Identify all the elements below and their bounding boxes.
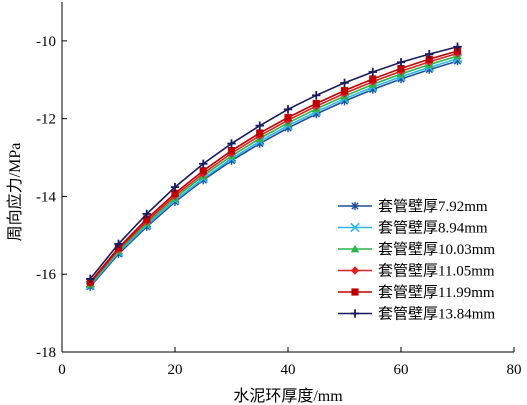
series-line — [89, 55, 458, 285]
y-tick-label: -18 — [36, 345, 56, 361]
data-point — [369, 75, 377, 83]
y-tick-label: -10 — [36, 34, 56, 50]
data-point — [256, 129, 264, 137]
data-point — [396, 58, 406, 67]
data-point — [143, 215, 151, 223]
data-point — [142, 209, 151, 219]
legend-item-1: 套管壁厚7.92mm — [338, 198, 488, 215]
series-line — [89, 52, 458, 284]
data-point — [255, 121, 264, 130]
legend-item-4: 套管壁厚11.05mm — [338, 263, 495, 280]
legend-marker — [350, 201, 360, 211]
legend-item-6: 套管壁厚13.84mm — [338, 306, 495, 323]
legend-marker — [350, 309, 360, 318]
x-tick-label: 20 — [168, 362, 183, 378]
legend-marker — [351, 288, 359, 296]
y-tick-label: -16 — [36, 267, 56, 283]
series-line — [89, 60, 458, 288]
y-axis-title: 周向应力/MPa — [5, 143, 24, 242]
legend: 套管壁厚7.92mm 套管壁厚8.94mm 套管壁厚10.03mm 套管壁厚11.05… — [338, 198, 495, 323]
x-tick-label: 40 — [281, 362, 296, 378]
data-point — [199, 167, 207, 175]
series-line — [89, 58, 458, 287]
series-6 — [86, 42, 462, 284]
data-point — [425, 49, 434, 59]
x-tick-label: 0 — [58, 362, 66, 378]
data-point — [227, 146, 236, 155]
data-point — [284, 113, 292, 122]
legend-marker — [350, 266, 360, 275]
data-point — [340, 78, 349, 88]
plot-area — [85, 42, 463, 291]
x-axis-title: 水泥环厚度/mm — [233, 387, 343, 405]
axes: 0 20 40 60 80 -18 -16 -14 -12 -10 — [36, 2, 522, 378]
data-point — [114, 239, 123, 249]
legend-label: 套管壁厚11.99mm — [378, 284, 495, 301]
data-point — [227, 139, 236, 148]
legend-item-2: 套管壁厚8.94mm — [338, 220, 488, 237]
legend-label: 套管壁厚10.03mm — [378, 241, 495, 258]
legend-label: 套管壁厚13.84mm — [378, 306, 495, 323]
data-point — [453, 47, 462, 55]
data-point — [453, 42, 462, 51]
data-point — [171, 189, 179, 197]
series-line — [89, 50, 458, 283]
data-point — [199, 159, 208, 168]
data-point — [86, 274, 95, 284]
legend-marker — [350, 244, 360, 253]
legend-label: 套管壁厚8.94mm — [378, 220, 488, 237]
data-point — [312, 91, 321, 100]
x-tick-label: 60 — [394, 362, 409, 378]
data-point — [397, 64, 405, 73]
legend-label: 套管壁厚7.92mm — [378, 198, 488, 215]
series-line — [89, 45, 458, 280]
data-point — [340, 87, 349, 95]
y-tick-label: -12 — [36, 112, 56, 128]
data-point — [283, 105, 293, 114]
legend-label: 套管壁厚11.05mm — [378, 263, 495, 280]
data-point — [170, 182, 180, 192]
data-point — [425, 55, 433, 63]
legend-marker — [350, 222, 360, 233]
x-tick-label: 80 — [507, 362, 522, 378]
y-tick-label: -14 — [36, 189, 56, 205]
legend-item-3: 套管壁厚10.03mm — [338, 241, 495, 258]
series-5 — [86, 47, 462, 286]
legend-item-5: 套管壁厚11.99mm — [338, 284, 495, 301]
data-point — [312, 99, 320, 108]
data-point — [368, 67, 377, 77]
